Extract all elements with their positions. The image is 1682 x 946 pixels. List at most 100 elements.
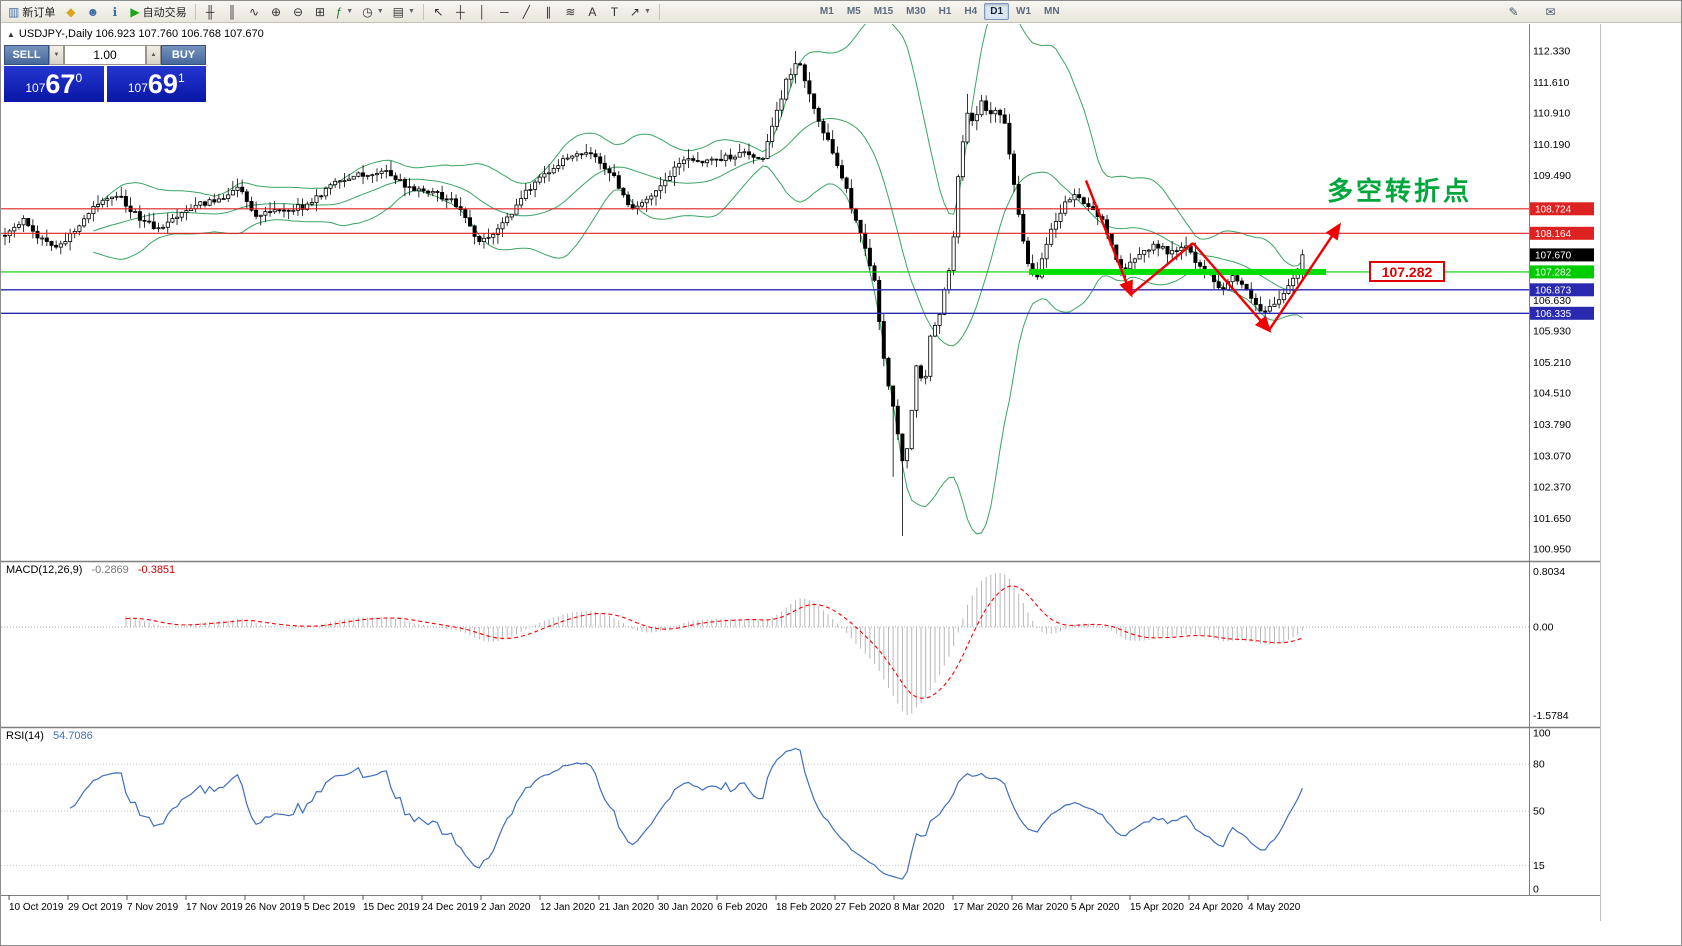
crosshair-button[interactable]: ┼ [450,2,471,21]
rsi-scale-0: 0 [1533,884,1539,896]
buy-button[interactable]: BUY [161,45,206,65]
zoom-out-icon: ⊖ [293,4,304,19]
vertical-line-button[interactable]: │ [472,2,493,21]
rsi-name: RSI(14) [6,730,44,742]
toolbar-group-timeframes: M1 M5 M15 M30 H1 H4 D1 W1 MN [814,3,1066,20]
horizontal-line-button[interactable]: ─ [494,2,515,21]
price-marker-108.164 [1530,226,1594,240]
timeframe-h1-button[interactable]: H1 [938,6,952,17]
trend-arrow-segment[interactable] [1084,180,1133,298]
volume-down-button[interactable]: ▼ [49,45,64,65]
timeframe-m1-button[interactable]: M1 [819,6,834,17]
text-label-button[interactable]: T [604,2,625,21]
equidistant-channel-icon: ∥ [545,4,552,19]
macd-label: MACD(12,26,9) -0.2869 -0.3851 [6,564,175,576]
macd-name: MACD(12,26,9) [6,564,83,576]
trendline-button[interactable]: ╱ [516,2,537,21]
periods-button[interactable]: ◷ ▼ [358,2,387,21]
vertical-line-icon: │ [478,4,487,19]
trendline-icon: ╱ [522,4,531,19]
zoom-out-button[interactable]: ⊖ [288,2,309,21]
date-label: 26 Nov 2019 [245,902,302,913]
text-icon: A [588,4,597,19]
data-window-button[interactable]: ℹ [104,2,125,21]
date-label: 24 Dec 2019 [422,902,479,913]
date-label: 15 Apr 2020 [1130,902,1184,913]
price-tag-107282[interactable]: 107.282 [1369,261,1445,283]
bull-bear-pivot-annotation[interactable]: 多空转折点 [1327,176,1473,206]
volume-up-button[interactable]: ▲ [146,45,161,65]
bollinger-upper-band [93,24,1303,267]
trend-arrow-segment[interactable] [1192,242,1272,333]
periods-icon: ◷ [362,4,373,19]
collapse-panel-icon[interactable]: ▲ [7,29,15,39]
arrows-button[interactable]: ↗ ▼ [626,2,655,21]
symbol-ohlc-text: USDJPY-,Daily 106.923 107.760 106.768 10… [18,28,264,40]
rsi-scale-80: 80 [1533,759,1545,771]
templates-dropdown-icon[interactable]: ▼ [407,8,415,15]
timeframe-h4-button[interactable]: H4 [964,6,978,17]
trade-controls-row: SELL ▼ 1.00 ▲ BUY [4,45,206,65]
volume-input[interactable]: 1.00 [64,45,146,65]
date-label: 2 Jan 2020 [481,902,531,913]
autotrading-button[interactable]: ▶ 自动交易 [126,2,190,21]
chat-icon: ✉ [1545,4,1556,19]
cursor-button[interactable]: ↖ [428,2,449,21]
autotrading-icon: ▶ [130,4,140,19]
price-marker-label: 108.164 [1535,229,1572,240]
timeframe-m30-button[interactable]: M30 [906,6,926,17]
toolbar-group-main: ▥ 新订单 ◆ ☻ ℹ ▶ 自动交易 [4,2,191,21]
rsi-line [69,747,1303,880]
trend-arrow-segment[interactable] [1130,242,1194,296]
metaeditor-button[interactable]: ◆ [60,2,81,21]
market-watch-button[interactable]: ☻ [82,2,103,21]
timeframe-w1-button[interactable]: W1 [1016,6,1032,17]
equidistant-channel-button[interactable]: ∥ [538,2,559,21]
candlestick-chart-button[interactable]: ║ [222,2,243,21]
toolbar-separator [658,3,660,20]
date-label: 24 Apr 2020 [1189,902,1243,913]
price-marker-107.282 [1530,265,1594,279]
bar-chart-button[interactable]: ╫ [200,2,221,21]
sell-price-display[interactable]: 107 67 0 [4,66,104,102]
thick-green-segment[interactable] [1029,268,1326,275]
timeframe-m15-button[interactable]: M15 [873,6,894,17]
fibonacci-button[interactable]: ≋ [560,2,581,21]
text-button[interactable]: A [582,2,603,21]
date-label: 17 Nov 2019 [186,902,243,913]
metaeditor-icon: ◆ [66,4,76,19]
crosshair-icon: ┼ [456,4,465,19]
indicators-button[interactable]: ƒ ▼ [332,2,358,21]
price-axis-label: 103.070 [1533,451,1571,463]
line-chart-icon: ∿ [249,4,260,19]
price-marker-106.335 [1530,306,1594,320]
timeframe-m5-button[interactable]: M5 [846,6,861,17]
price-axis-label: 111.610 [1533,77,1570,89]
zoom-in-button[interactable]: ⊕ [266,2,287,21]
indicators-dropdown-icon[interactable]: ▼ [346,8,354,15]
trend-arrow-segment[interactable] [1268,222,1342,331]
candlesticks [3,51,1305,536]
tile-windows-button[interactable]: ⊞ [310,2,331,21]
timeframe-d1-button[interactable]: D1 [984,3,1010,20]
price-axis-label: 106.630 [1533,295,1571,307]
date-label: 21 Jan 2020 [599,902,654,913]
price-marker-label: 106.873 [1535,285,1572,296]
line-chart-button[interactable]: ∿ [244,2,265,21]
timeframe-mn-button[interactable]: MN [1044,6,1060,17]
arrows-dropdown-icon[interactable]: ▼ [643,8,651,15]
toolbar-group-drawing: ↖ ┼ │ ─ ╱ ∥ ≋ A T ↗ ▼ [428,2,655,21]
new-order-button[interactable]: ▥ 新订单 [4,2,59,21]
sell-price-fraction: 0 [75,71,83,85]
arrows-icon: ↗ [629,4,640,19]
date-label: 27 Feb 2020 [835,902,892,913]
templates-button[interactable]: ▤ ▼ [389,2,419,21]
chat-button[interactable]: ✉ [1540,2,1561,21]
macd-histogram [125,573,1303,715]
sell-button[interactable]: SELL [4,45,49,65]
buy-price-display[interactable]: 107 69 1 [106,66,206,102]
price-axis-label: 109.490 [1533,170,1571,182]
periods-dropdown-icon[interactable]: ▼ [376,8,384,15]
feedback-button[interactable]: ✎ [1503,2,1524,21]
